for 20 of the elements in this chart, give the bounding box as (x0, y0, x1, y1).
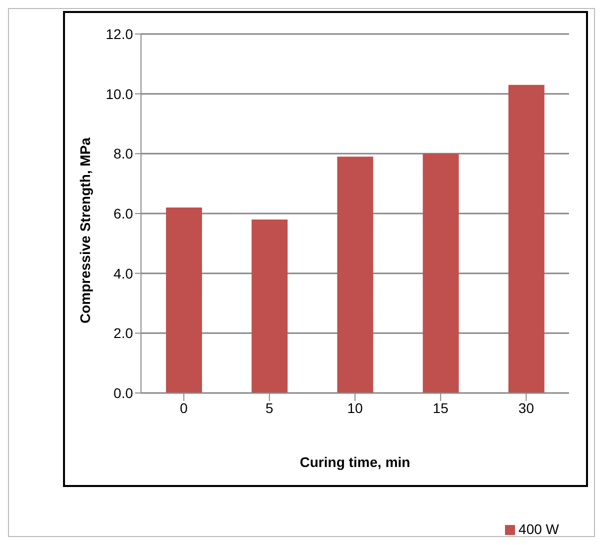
y-axis-title: Compressive Strength, MPa (76, 137, 93, 324)
x-tick-label: 10 (347, 400, 363, 416)
x-tick-label: 5 (266, 400, 274, 416)
x-tick-label: 30 (518, 400, 534, 416)
x-tick-label: 15 (432, 400, 449, 416)
y-tick-label: 10.0 (106, 86, 134, 102)
legend-label: 400 W (518, 521, 559, 537)
bar (252, 219, 288, 393)
y-tick-label: 4.0 (114, 265, 134, 282)
bar (508, 84, 544, 393)
bar (422, 154, 459, 393)
y-tick-label: 12.0 (106, 26, 134, 42)
y-tick-label: 6.0 (114, 205, 134, 222)
y-tick-label: 2.0 (114, 325, 134, 342)
bar (337, 156, 374, 393)
x-tick-label: 0 (180, 400, 188, 416)
y-tick-label: 0.0 (114, 384, 134, 401)
y-tick-label: 8.0 (114, 146, 134, 162)
bar (166, 208, 202, 393)
x-axis-title: Curing time, min (300, 454, 410, 470)
